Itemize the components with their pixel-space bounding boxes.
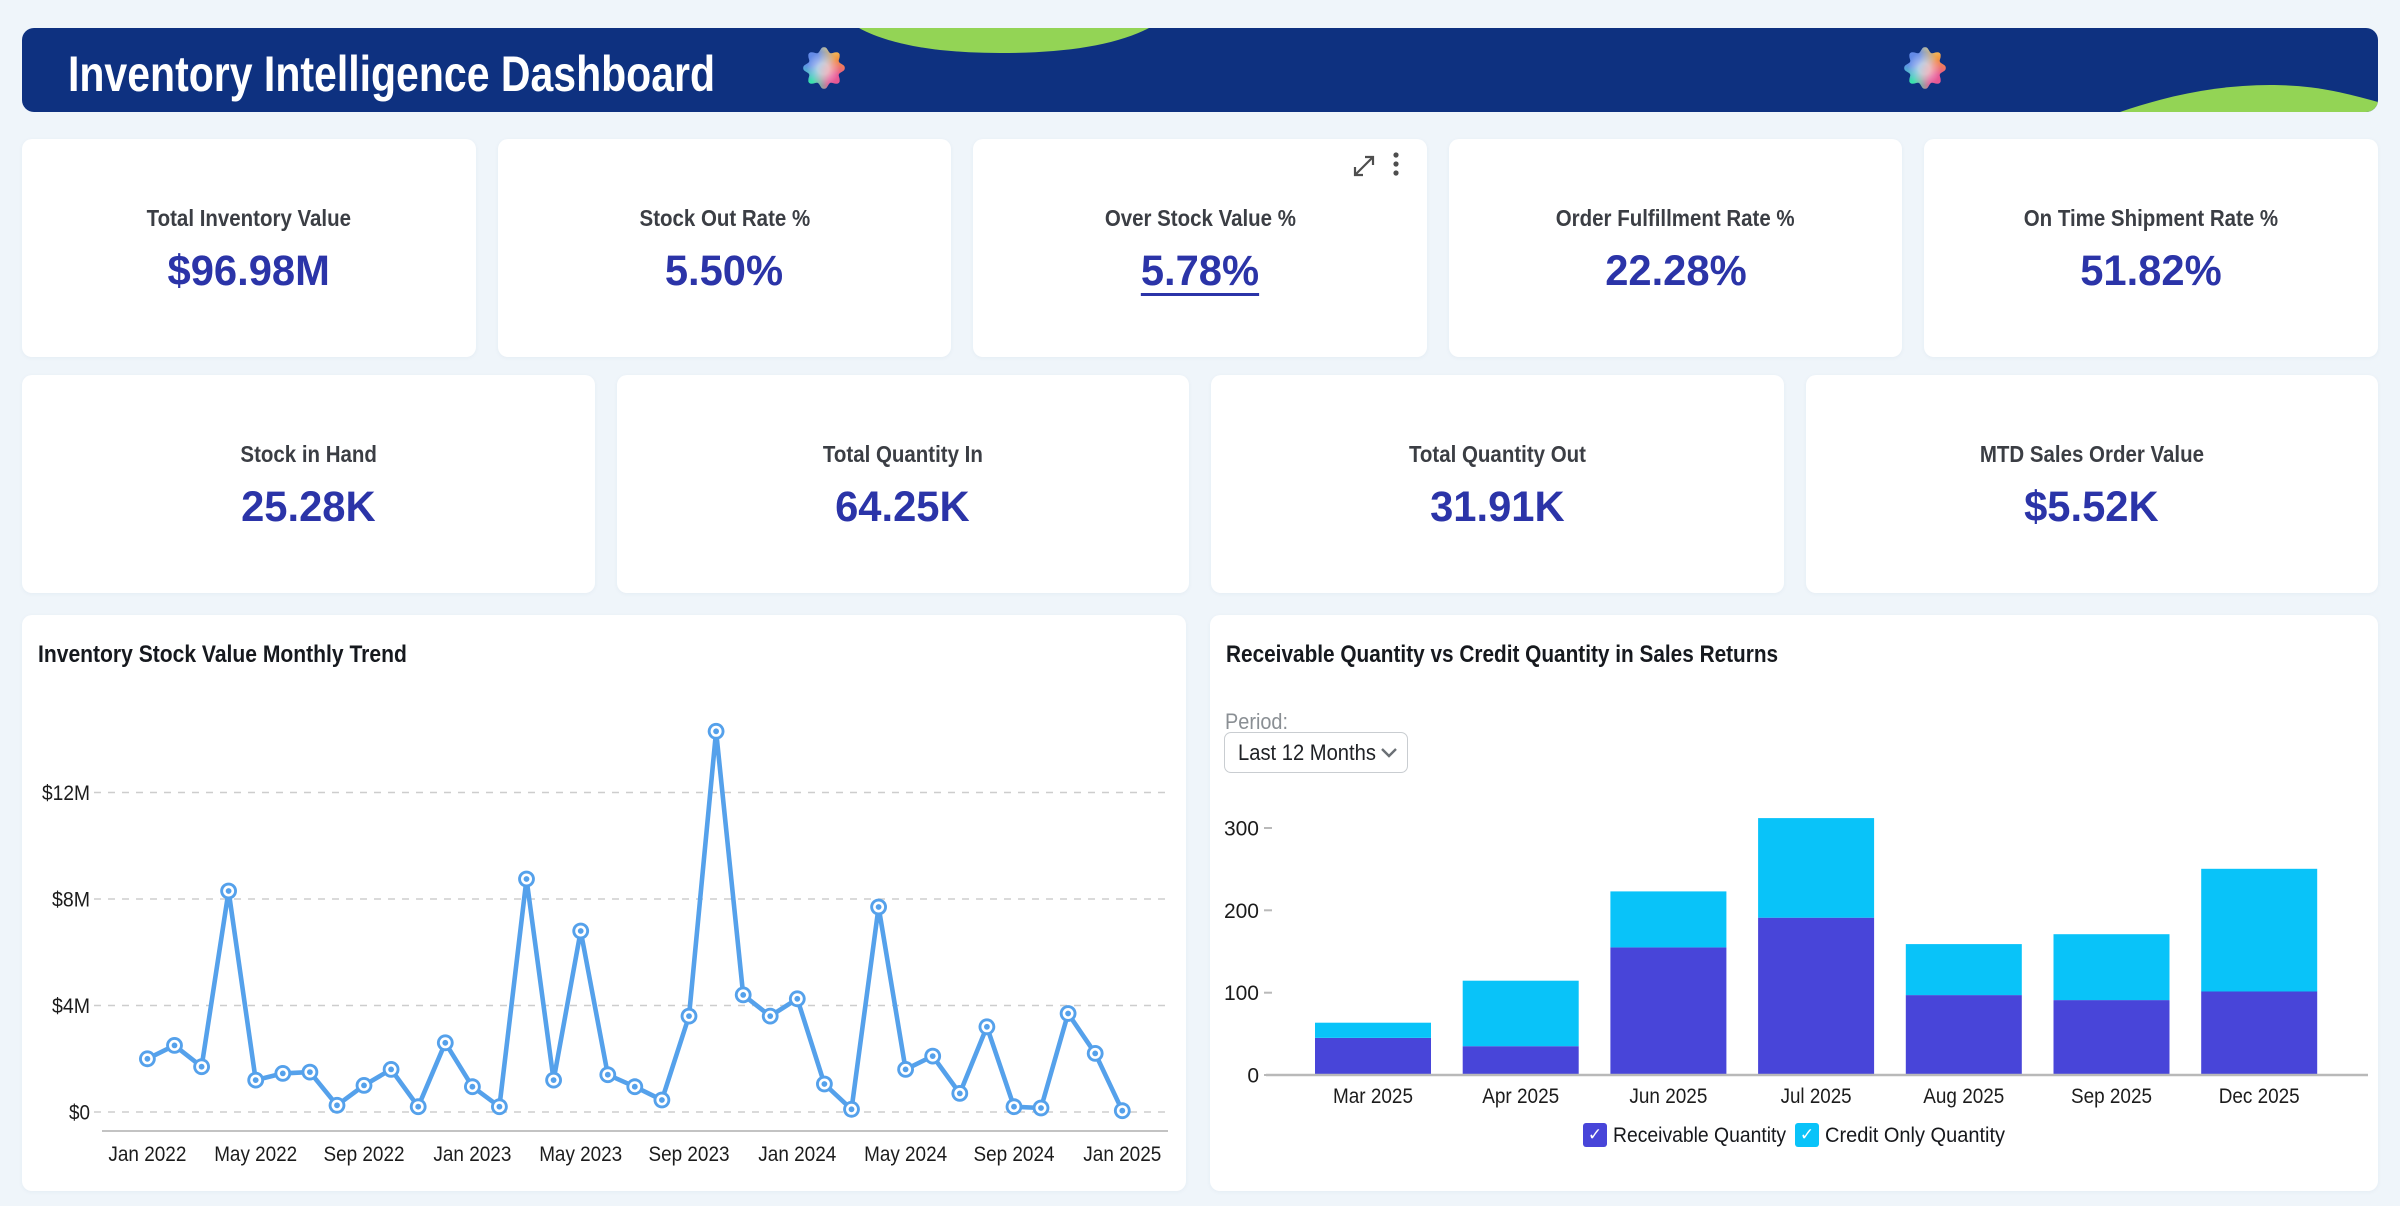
svg-text:$4M: $4M (52, 995, 90, 1018)
svg-text:Sep 2022: Sep 2022 (324, 1143, 405, 1166)
svg-text:Jan 2025: Jan 2025 (1083, 1143, 1161, 1166)
svg-text:Sep 2025: Sep 2025 (2071, 1085, 2152, 1108)
svg-text:Jan 2024: Jan 2024 (758, 1143, 836, 1166)
svg-text:Jan 2022: Jan 2022 (108, 1143, 186, 1166)
svg-text:Jul 2025: Jul 2025 (1781, 1085, 1852, 1108)
svg-text:0: 0 (1247, 1065, 1259, 1088)
svg-text:300: 300 (1224, 818, 1259, 841)
svg-text:May 2024: May 2024 (864, 1143, 947, 1166)
svg-text:Mar 2025: Mar 2025 (1333, 1085, 1413, 1108)
svg-text:May 2022: May 2022 (214, 1143, 297, 1166)
svg-text:100: 100 (1224, 982, 1259, 1005)
svg-text:Jun 2025: Jun 2025 (1629, 1085, 1707, 1108)
svg-text:Dec 2025: Dec 2025 (2219, 1085, 2300, 1108)
svg-text:May 2023: May 2023 (539, 1143, 622, 1166)
svg-text:$8M: $8M (52, 889, 90, 912)
svg-text:200: 200 (1224, 900, 1259, 923)
svg-text:Jan 2023: Jan 2023 (433, 1143, 511, 1166)
svg-text:$12M: $12M (42, 782, 90, 805)
svg-text:Sep 2024: Sep 2024 (974, 1143, 1055, 1166)
svg-text:Aug 2025: Aug 2025 (1923, 1085, 2004, 1108)
svg-text:Apr 2025: Apr 2025 (1482, 1085, 1559, 1108)
svg-text:Sep 2023: Sep 2023 (649, 1143, 730, 1166)
svg-text:$0: $0 (69, 1102, 90, 1125)
